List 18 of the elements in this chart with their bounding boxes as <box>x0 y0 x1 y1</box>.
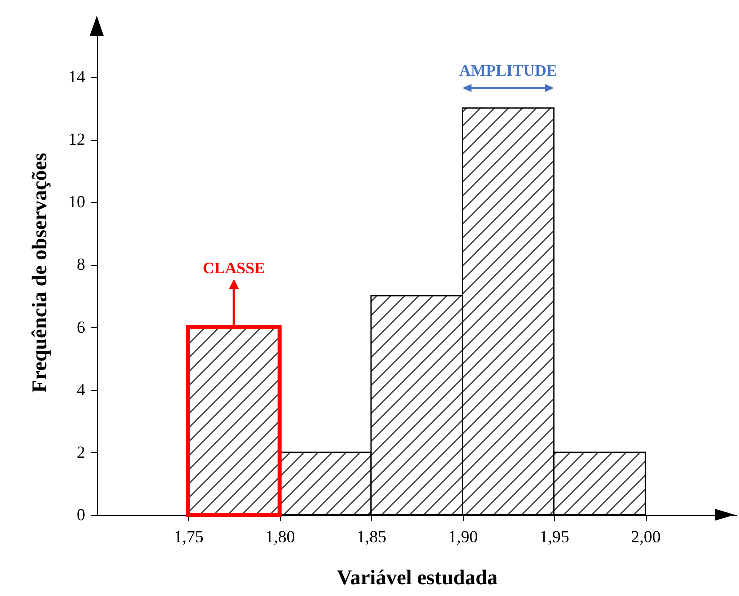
x-tick-label: 1,75 <box>174 528 204 546</box>
x-tick-label: 1,80 <box>265 528 296 546</box>
y-tick-label: 8 <box>77 255 86 274</box>
y-tick-label: 4 <box>77 380 86 400</box>
x-tick-label: 1,95 <box>540 528 570 546</box>
annotation: AMPLITUDE <box>460 63 558 80</box>
x-axis-title: Variável estudada <box>337 566 498 590</box>
y-tick-label: 12 <box>68 130 86 150</box>
y-tick-label: 2 <box>77 442 86 462</box>
y-tick-label: 6 <box>77 318 86 337</box>
annotation: CLASSE <box>203 260 266 278</box>
y-tick-label: 0 <box>77 506 86 524</box>
x-tick-label: 2,00 <box>631 528 661 546</box>
y-tick-label: 10 <box>68 192 86 212</box>
y-axis-title: Frequência de observações <box>28 153 52 393</box>
x-tick-label: 1,85 <box>356 528 387 546</box>
y-tick-label: 14 <box>68 67 86 86</box>
x-tick-label: 1,90 <box>448 528 478 546</box>
